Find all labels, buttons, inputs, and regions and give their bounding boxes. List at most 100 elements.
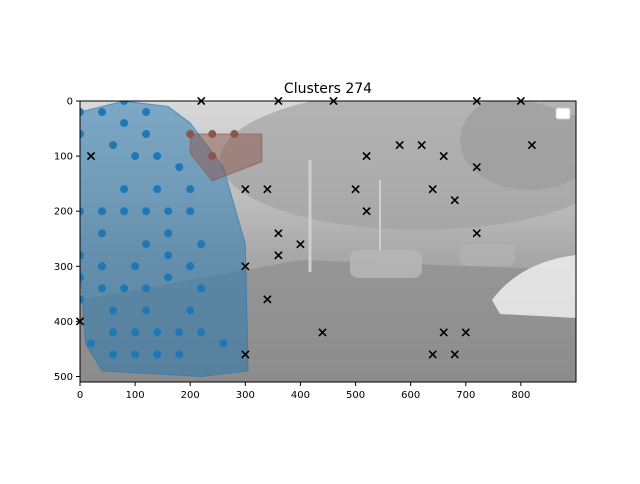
data-point [131,262,140,271]
noise-marker [274,251,283,260]
noise-marker [296,240,305,249]
x-axis: 0 100 200 300 400 500 600 700 800 [77,382,530,401]
y-tick-label: 400 [54,317,73,328]
data-point [208,152,217,161]
noise-marker [417,140,426,150]
x-tick-label: 200 [181,390,200,401]
data-point [131,350,140,359]
y-axis: 0 100 200 300 400 500 [54,97,80,383]
data-point [175,350,184,359]
x-tick-label: 300 [236,390,255,401]
chart-title: Clusters 274 [284,81,372,97]
noise-marker [461,328,470,337]
plot-frame [79,100,577,383]
data-point [109,306,118,315]
noise-marker [86,151,96,161]
data-point [230,130,239,139]
data-point [80,108,84,117]
data-point [109,350,118,359]
data-point [142,130,151,139]
x-tick-label: 500 [346,390,365,401]
data-point [142,207,151,216]
data-point [153,350,162,359]
noise-marker [241,262,250,271]
data-point [98,229,107,238]
data-point [87,339,96,348]
y-tick-label: 200 [54,207,73,218]
data-point [80,251,84,260]
data-point [142,108,151,117]
data-point [197,284,206,293]
data-point [164,207,173,216]
noise-marker [472,229,481,238]
data-point [98,262,107,271]
noise-marker [274,229,283,238]
data-point [109,328,118,337]
noise-marker [428,184,437,194]
legend-box [555,107,571,120]
x-tick-label: 0 [77,390,83,401]
noise-marker [263,295,272,304]
data-point [131,328,140,337]
noise-marker [527,140,537,150]
x-tick-label: 600 [401,390,420,401]
x-tick-label: 400 [291,390,310,401]
noise-marker [362,207,371,216]
noise-marker [439,151,448,161]
noise-marker [318,328,327,337]
x-tick-label: 100 [126,390,145,401]
data-point [219,339,228,348]
data-point [153,185,162,194]
noise-marker [450,196,459,205]
data-point [80,130,84,139]
data-point [120,185,129,194]
data-point [120,207,129,216]
noise-marker [263,184,272,194]
noise-marker [472,162,481,172]
data-point [80,295,84,304]
cluster-hulls [80,101,263,377]
data-point [109,141,118,150]
x-tick-label: 700 [456,390,475,401]
data-point [186,306,195,315]
data-point [153,152,162,161]
data-point [197,240,206,249]
x-tick-label: 800 [511,390,530,401]
data-point [142,306,151,315]
noise-marker [450,350,459,359]
cluster-points [80,101,239,359]
data-point [98,207,107,216]
data-point [120,119,129,128]
y-tick-label: 300 [54,262,73,273]
data-point [197,328,206,337]
data-point [186,262,195,271]
data-point [80,207,84,216]
data-point [153,328,162,337]
noise-marker [439,328,448,337]
noise-marker [241,184,250,194]
cluster-hull-1 [189,133,263,182]
data-point [131,152,140,161]
data-point [142,284,151,293]
data-point [120,101,129,105]
noise-marker [351,184,360,194]
y-tick-label: 0 [67,97,73,108]
data-point [164,273,173,282]
y-tick-label: 100 [54,152,73,163]
data-point [208,130,217,139]
data-point [175,163,184,172]
data-point [98,108,107,117]
noise-marker [241,350,250,359]
data-point [98,284,107,293]
data-point [186,130,195,139]
data-point [164,251,173,260]
data-point [142,240,151,249]
noise-marker [428,350,437,359]
noise-marker [362,151,371,161]
data-point [186,185,195,194]
data-point [175,328,184,337]
data-point [80,273,84,282]
noise-marker [395,140,404,150]
